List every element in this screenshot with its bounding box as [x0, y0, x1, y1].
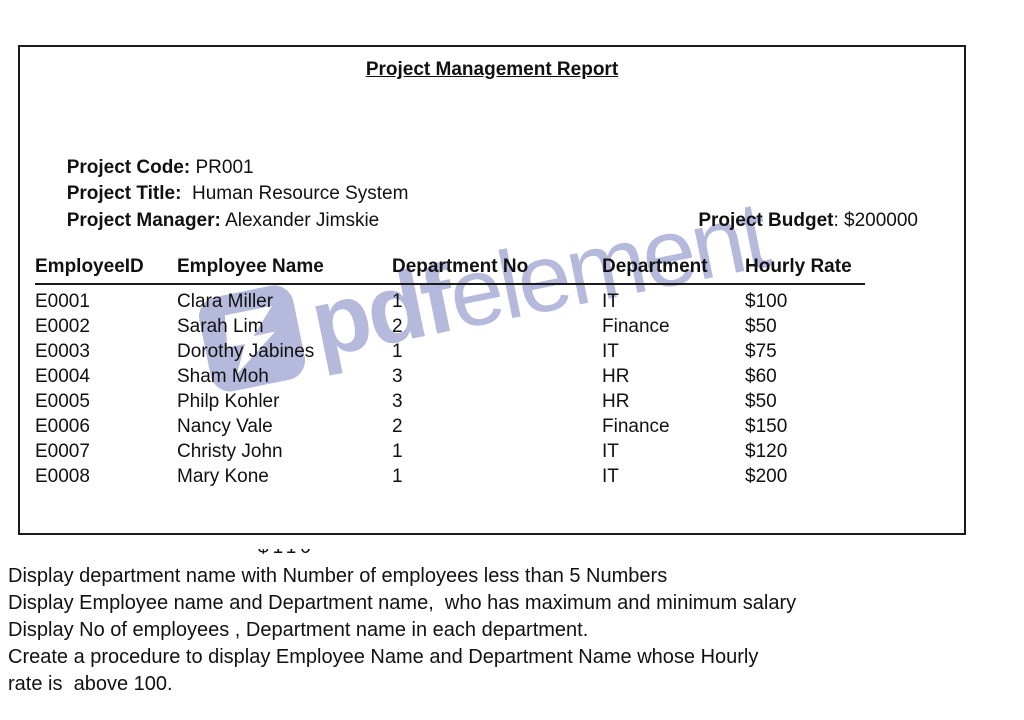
cell-department-no: 1	[392, 341, 403, 362]
cell-employee-id: E0008	[35, 466, 90, 487]
cell-department: HR	[602, 391, 630, 412]
cell-department: Finance	[602, 416, 670, 437]
cell-department: IT	[602, 341, 619, 362]
project-budget-line: Project Budget: $200000	[667, 188, 918, 254]
cell-department: IT	[602, 291, 619, 312]
cell-hourly-rate: $60	[745, 366, 777, 387]
cell-hourly-rate: $200	[745, 466, 788, 487]
cell-hourly-rate: $100	[745, 291, 788, 312]
project-code-value: PR001	[190, 157, 254, 178]
table-row: E0008 Mary Kone 1 IT $200	[35, 464, 865, 489]
project-title-line: Project Title: Human Resource System	[35, 161, 409, 227]
cell-employee-name: Christy John	[177, 441, 283, 462]
employee-table: EmployeeID Employee Name Department No D…	[35, 255, 865, 489]
cell-department-no: 3	[392, 366, 403, 387]
report-box: Project Management Report Project Code: …	[18, 45, 966, 535]
table-row: E0007 Christy John 1 IT $120	[35, 439, 865, 464]
header-department-no: Department No	[392, 256, 529, 277]
header-department: Department	[602, 256, 708, 277]
project-code-line: Project Code: PR001	[35, 135, 254, 201]
cell-hourly-rate: $120	[745, 441, 788, 462]
cell-employee-name: Nancy Vale	[177, 416, 273, 437]
cell-employee-name: Philp Kohler	[177, 391, 280, 412]
report-title: Project Management Report	[365, 59, 619, 80]
cell-employee-name: Mary Kone	[177, 466, 269, 487]
project-budget-value: : $200000	[833, 210, 918, 231]
table-row: E0005 Philp Kohler 3 HR $50	[35, 389, 865, 414]
project-budget-label: Project Budget	[698, 210, 834, 231]
table-row: E0001 Clara Miller 1 IT $100	[35, 289, 865, 314]
cell-hourly-rate: $50	[745, 316, 777, 337]
table-header-row: EmployeeID Employee Name Department No D…	[35, 255, 865, 285]
cell-department: IT	[602, 466, 619, 487]
cell-department-no: 1	[392, 291, 403, 312]
clipped-text-fragment: $110	[258, 549, 328, 559]
cell-department-no: 1	[392, 441, 403, 462]
note-line: Display department name with Number of e…	[8, 565, 668, 587]
cell-department-no: 2	[392, 416, 403, 437]
note-line: Display Employee name and Department nam…	[8, 592, 797, 614]
project-code-label: Project Code:	[66, 157, 191, 178]
cell-department: HR	[602, 366, 630, 387]
cell-department-no: 1	[392, 466, 403, 487]
cell-employee-name: Sham Moh	[177, 366, 269, 387]
cell-hourly-rate: $75	[745, 341, 777, 362]
cell-employee-id: E0003	[35, 341, 90, 362]
cell-hourly-rate: $50	[745, 391, 777, 412]
cell-employee-id: E0005	[35, 391, 90, 412]
project-manager-value: Alexander Jimskie	[220, 210, 380, 231]
cell-department: IT	[602, 441, 619, 462]
project-manager-line: Project Manager: Alexander Jimskie	[35, 188, 380, 254]
cell-department: Finance	[602, 316, 670, 337]
cell-employee-id: E0001	[35, 291, 90, 312]
cell-employee-id: E0004	[35, 366, 90, 387]
cell-employee-id: E0006	[35, 416, 90, 437]
task-notes: Display department name with Number of e…	[8, 563, 1022, 698]
note-line: Display No of employees , Department nam…	[8, 619, 589, 641]
cell-department-no: 2	[392, 316, 403, 337]
header-employee-id: EmployeeID	[35, 256, 144, 277]
project-title-label: Project Title:	[66, 183, 182, 204]
cell-employee-id: E0002	[35, 316, 90, 337]
header-employee-name: Employee Name	[177, 256, 324, 277]
project-title-value: Human Resource System	[181, 183, 409, 204]
cell-employee-id: E0007	[35, 441, 90, 462]
project-manager-label: Project Manager:	[66, 210, 221, 231]
header-hourly-rate: Hourly Rate	[745, 256, 852, 277]
note-line: rate is above 100.	[8, 673, 173, 695]
table-row: E0003 Dorothy Jabines 1 IT $75	[35, 339, 865, 364]
cell-employee-name: Dorothy Jabines	[177, 341, 315, 362]
table-row: E0002 Sarah Lim 2 Finance $50	[35, 314, 865, 339]
note-line: Create a procedure to display Employee N…	[8, 646, 759, 668]
cell-department-no: 3	[392, 391, 403, 412]
table-row: E0004 Sham Moh 3 HR $60	[35, 364, 865, 389]
cell-hourly-rate: $150	[745, 416, 788, 437]
cell-employee-name: Clara Miller	[177, 291, 274, 312]
cell-employee-name: Sarah Lim	[177, 316, 264, 337]
table-row: E0006 Nancy Vale 2 Finance $150	[35, 414, 865, 439]
